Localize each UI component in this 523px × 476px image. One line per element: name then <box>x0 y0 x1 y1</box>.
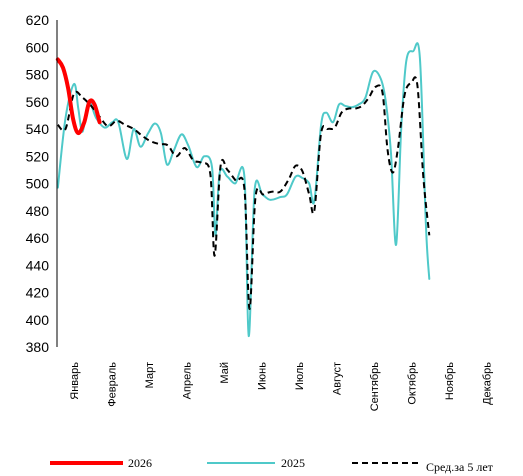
plot-area <box>55 42 431 338</box>
y-tick-label: 560 <box>26 94 50 110</box>
x-tick-label: Ноябрь <box>444 362 456 400</box>
x-tick-label: Январь <box>69 362 81 400</box>
y-tick-label: 580 <box>26 67 50 83</box>
x-tick-label: Сентябрь <box>369 362 381 412</box>
x-tick-label: Май <box>219 362 231 384</box>
series-line <box>56 42 431 338</box>
legend: 2026 2025 Сред.за 5 лет <box>50 456 494 474</box>
y-tick-label: 460 <box>26 230 50 246</box>
x-tick-label: Февраль <box>107 362 119 407</box>
x-tick-label: Октябрь <box>406 362 418 405</box>
y-tick-label: 420 <box>26 285 50 301</box>
x-tick-label: Август <box>331 362 343 395</box>
y-tick-label: 540 <box>26 121 50 137</box>
y-tick-label: 400 <box>26 312 50 328</box>
y-tick-label: 480 <box>26 203 50 219</box>
x-tick-label: Июль <box>294 362 306 390</box>
x-tick-label: Июнь <box>256 362 268 390</box>
legend-label: 2025 <box>281 456 305 470</box>
series-line <box>55 57 102 136</box>
x-tick-label: Апрель <box>181 362 193 400</box>
y-tick-label: 600 <box>26 39 50 55</box>
y-tick-label: 520 <box>26 148 50 164</box>
y-axis: 380 400 420 440 460 480 500 520 540 560 580 600 620 <box>26 12 50 355</box>
legend-label: 2026 <box>128 456 152 470</box>
y-tick-label: 500 <box>26 176 50 192</box>
series-line <box>57 76 431 310</box>
x-tick-label: Март <box>144 362 156 388</box>
x-tick-label: Декабрь <box>481 362 493 405</box>
y-tick-label: 440 <box>26 257 50 273</box>
y-tick-label: 380 <box>26 339 50 355</box>
legend-label: Сред.за 5 лет <box>426 460 494 474</box>
y-tick-label: 620 <box>26 12 50 28</box>
x-axis: Январь Февраль Март Апрель Май Июнь Июль Август… <box>69 362 493 412</box>
